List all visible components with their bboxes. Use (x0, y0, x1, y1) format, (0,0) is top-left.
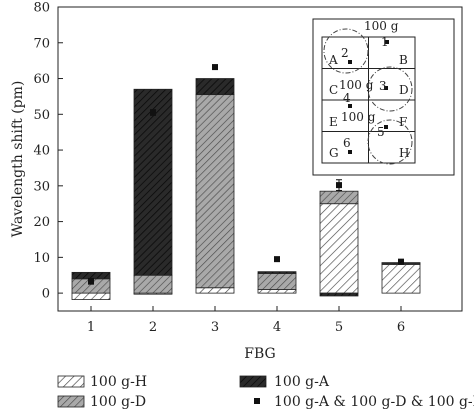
bar-segment-fbg3-light-diagonal (195, 287, 235, 294)
inset-grid (321, 36, 416, 164)
x-axis-ticks: 1 2 3 4 5 6 (87, 306, 405, 335)
legend-label-h: 100 g-H (90, 374, 147, 390)
inset-cell-label: B (399, 53, 408, 67)
combined-marker (212, 64, 218, 71)
inset-cell-label: F (399, 115, 407, 129)
legend-label-d: 100 g-D (90, 394, 146, 410)
combined-marker (88, 278, 94, 285)
inset-fbg-label: 1 (381, 35, 389, 49)
bar-segment-fbg2-gray-diagonal (133, 274, 173, 294)
load-circle-a (323, 28, 369, 74)
y-tick-label: 30 (33, 179, 50, 194)
plot-frame (57, 6, 463, 312)
legend-item-combined: 100 g-A & 100 g-D & 100 g-H (254, 394, 474, 410)
y-tick-label: 0 (42, 287, 50, 302)
bars (71, 78, 421, 300)
y-axis-ticks: 0 10 20 30 40 50 60 70 80 (33, 1, 63, 302)
inset-frame (312, 18, 455, 176)
combined-markers (88, 64, 404, 285)
inset-cell-label: E (329, 115, 338, 129)
legend-item-h: 100 g-H (57, 374, 147, 390)
x-tick-label: 1 (87, 320, 95, 335)
inset-fbg-label: 4 (343, 91, 351, 105)
bar-segment-fbg5-light-diagonal (319, 203, 359, 294)
bar-segment-fbg3-dark-diagonal (195, 78, 235, 96)
y-tick-label: 60 (33, 72, 50, 87)
bar-segment-fbg2-dark-diagonal (133, 88, 173, 276)
inset-fbg-label: 5 (377, 125, 385, 139)
load-circle-d (367, 66, 413, 112)
y-tick-label: 10 (33, 251, 50, 266)
inset-cell-label: H (399, 146, 409, 160)
x-axis-title: FBG (244, 346, 275, 362)
legend-marker-combined (254, 398, 260, 404)
legend-label-combined: 100 g-A & 100 g-D & 100 g-H (274, 394, 474, 410)
inset-load-label-bottom: 100 g (341, 110, 376, 124)
legend-item-a: 100 g-A (239, 374, 330, 390)
legend-label-a: 100 g-A (274, 374, 330, 390)
combined-marker (336, 182, 342, 189)
inset-load-label-top: 100 g (364, 19, 399, 33)
bar-segment-fbg4-dark-diagonal (257, 271, 297, 274)
y-tick-label: 50 (33, 108, 50, 123)
bar-segment-fbg5-gray-diagonal (319, 190, 359, 205)
inset-fbg-label: 6 (343, 136, 351, 150)
combined-marker (398, 258, 404, 265)
inset-fbg-label: 3 (379, 79, 387, 93)
bar-segment-fbg4-gray-diagonal (257, 273, 297, 290)
y-tick-label: 70 (33, 36, 50, 51)
y-tick-label: 80 (33, 1, 50, 16)
x-tick-label: 5 (335, 320, 343, 335)
inset-load-circles (323, 28, 413, 165)
x-tick-label: 2 (149, 320, 157, 335)
bar-segment-fbg6-light-diagonal (381, 264, 421, 294)
combined-marker (274, 256, 280, 263)
inset-cell-label: G (329, 146, 339, 160)
legend-item-d: 100 g-D (57, 394, 146, 410)
inset-fbg-label: 2 (341, 46, 349, 60)
inset-sensor-layout: A B C D E F G H 1 2 3 4 5 6 100 g 100 g 100 g (312, 18, 455, 176)
inset-load-label-middle: 100 g (339, 78, 374, 92)
inset-cell-label: A (328, 53, 338, 67)
inset-cell-label: D (399, 83, 409, 97)
bar-segment-fbg4-light-diagonal (257, 289, 297, 294)
y-tick-label: 20 (33, 215, 50, 230)
legend: 100 g-H 100 g-A 100 g-D 100 g-A & 100 g-… (57, 374, 474, 410)
bar-segment-fbg3-gray-diagonal (195, 94, 235, 289)
bar-segment-fbg1-dark-diagonal (71, 271, 111, 280)
bar-segment-fbg5-dark-diagonal (319, 292, 359, 297)
inset-fbg-marks (348, 40, 389, 154)
combined-marker (150, 109, 156, 116)
y-tick-label: 40 (33, 144, 50, 159)
inset-cell-label: C (329, 83, 338, 97)
y-axis-title: Wavelength shift (pm) (10, 81, 26, 238)
x-tick-label: 6 (397, 320, 405, 335)
bar-segment-fbg1-light-diagonal (71, 292, 111, 300)
x-tick-label: 3 (211, 320, 219, 335)
x-tick-label: 4 (273, 320, 281, 335)
load-circle-h (367, 119, 413, 165)
